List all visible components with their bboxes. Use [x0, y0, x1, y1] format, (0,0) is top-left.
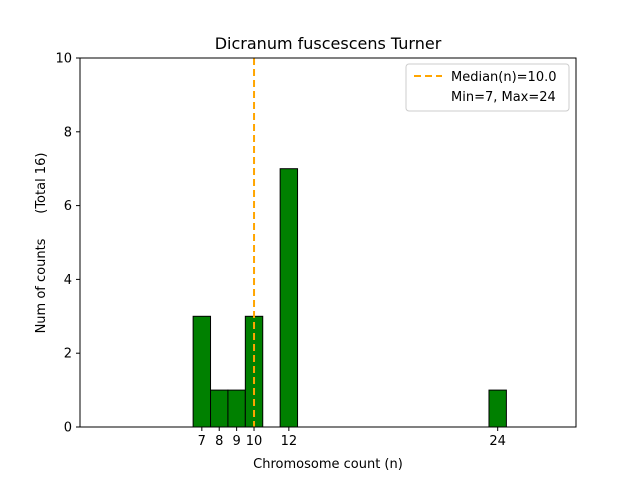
x-axis-label: Chromosome count (n)	[253, 457, 403, 472]
x-tick-label: 9	[232, 434, 240, 449]
x-tick-label: 7	[198, 434, 206, 449]
bar-8	[210, 389, 229, 428]
y-tick-label: 10	[55, 52, 72, 67]
chart-title: Dicranum fuscescens Turner	[215, 34, 442, 53]
x-tick-label: 12	[281, 434, 298, 449]
y-tick-label: 2	[64, 347, 72, 362]
bar-12	[279, 168, 299, 428]
bar-24	[488, 389, 507, 428]
y-tick-label: 0	[64, 421, 72, 436]
x-tick-label: 8	[215, 434, 223, 449]
y-axis-label: Num of counts (Total 16)	[34, 153, 49, 334]
legend: Median(n)=10.0 Min=7, Max=24	[405, 63, 570, 112]
legend-median-label: Median(n)=10.0	[451, 70, 557, 85]
bars-layer	[192, 168, 507, 428]
legend-range-label: Min=7, Max=24	[451, 90, 556, 105]
legend-box	[405, 63, 570, 112]
y-tick-label: 8	[64, 125, 72, 140]
bar-7	[192, 315, 212, 428]
y-tick-label: 4	[64, 273, 72, 288]
y-ticks-layer: 0 2 4 6 8 10	[55, 52, 80, 436]
x-tick-label: 10	[246, 434, 263, 449]
bar-9	[227, 389, 246, 428]
y-tick-label: 6	[64, 199, 72, 214]
x-tick-label: 24	[489, 434, 506, 449]
plot-frame	[79, 57, 577, 428]
x-ticks-layer: 7 8 9 10 12 24	[198, 427, 506, 449]
